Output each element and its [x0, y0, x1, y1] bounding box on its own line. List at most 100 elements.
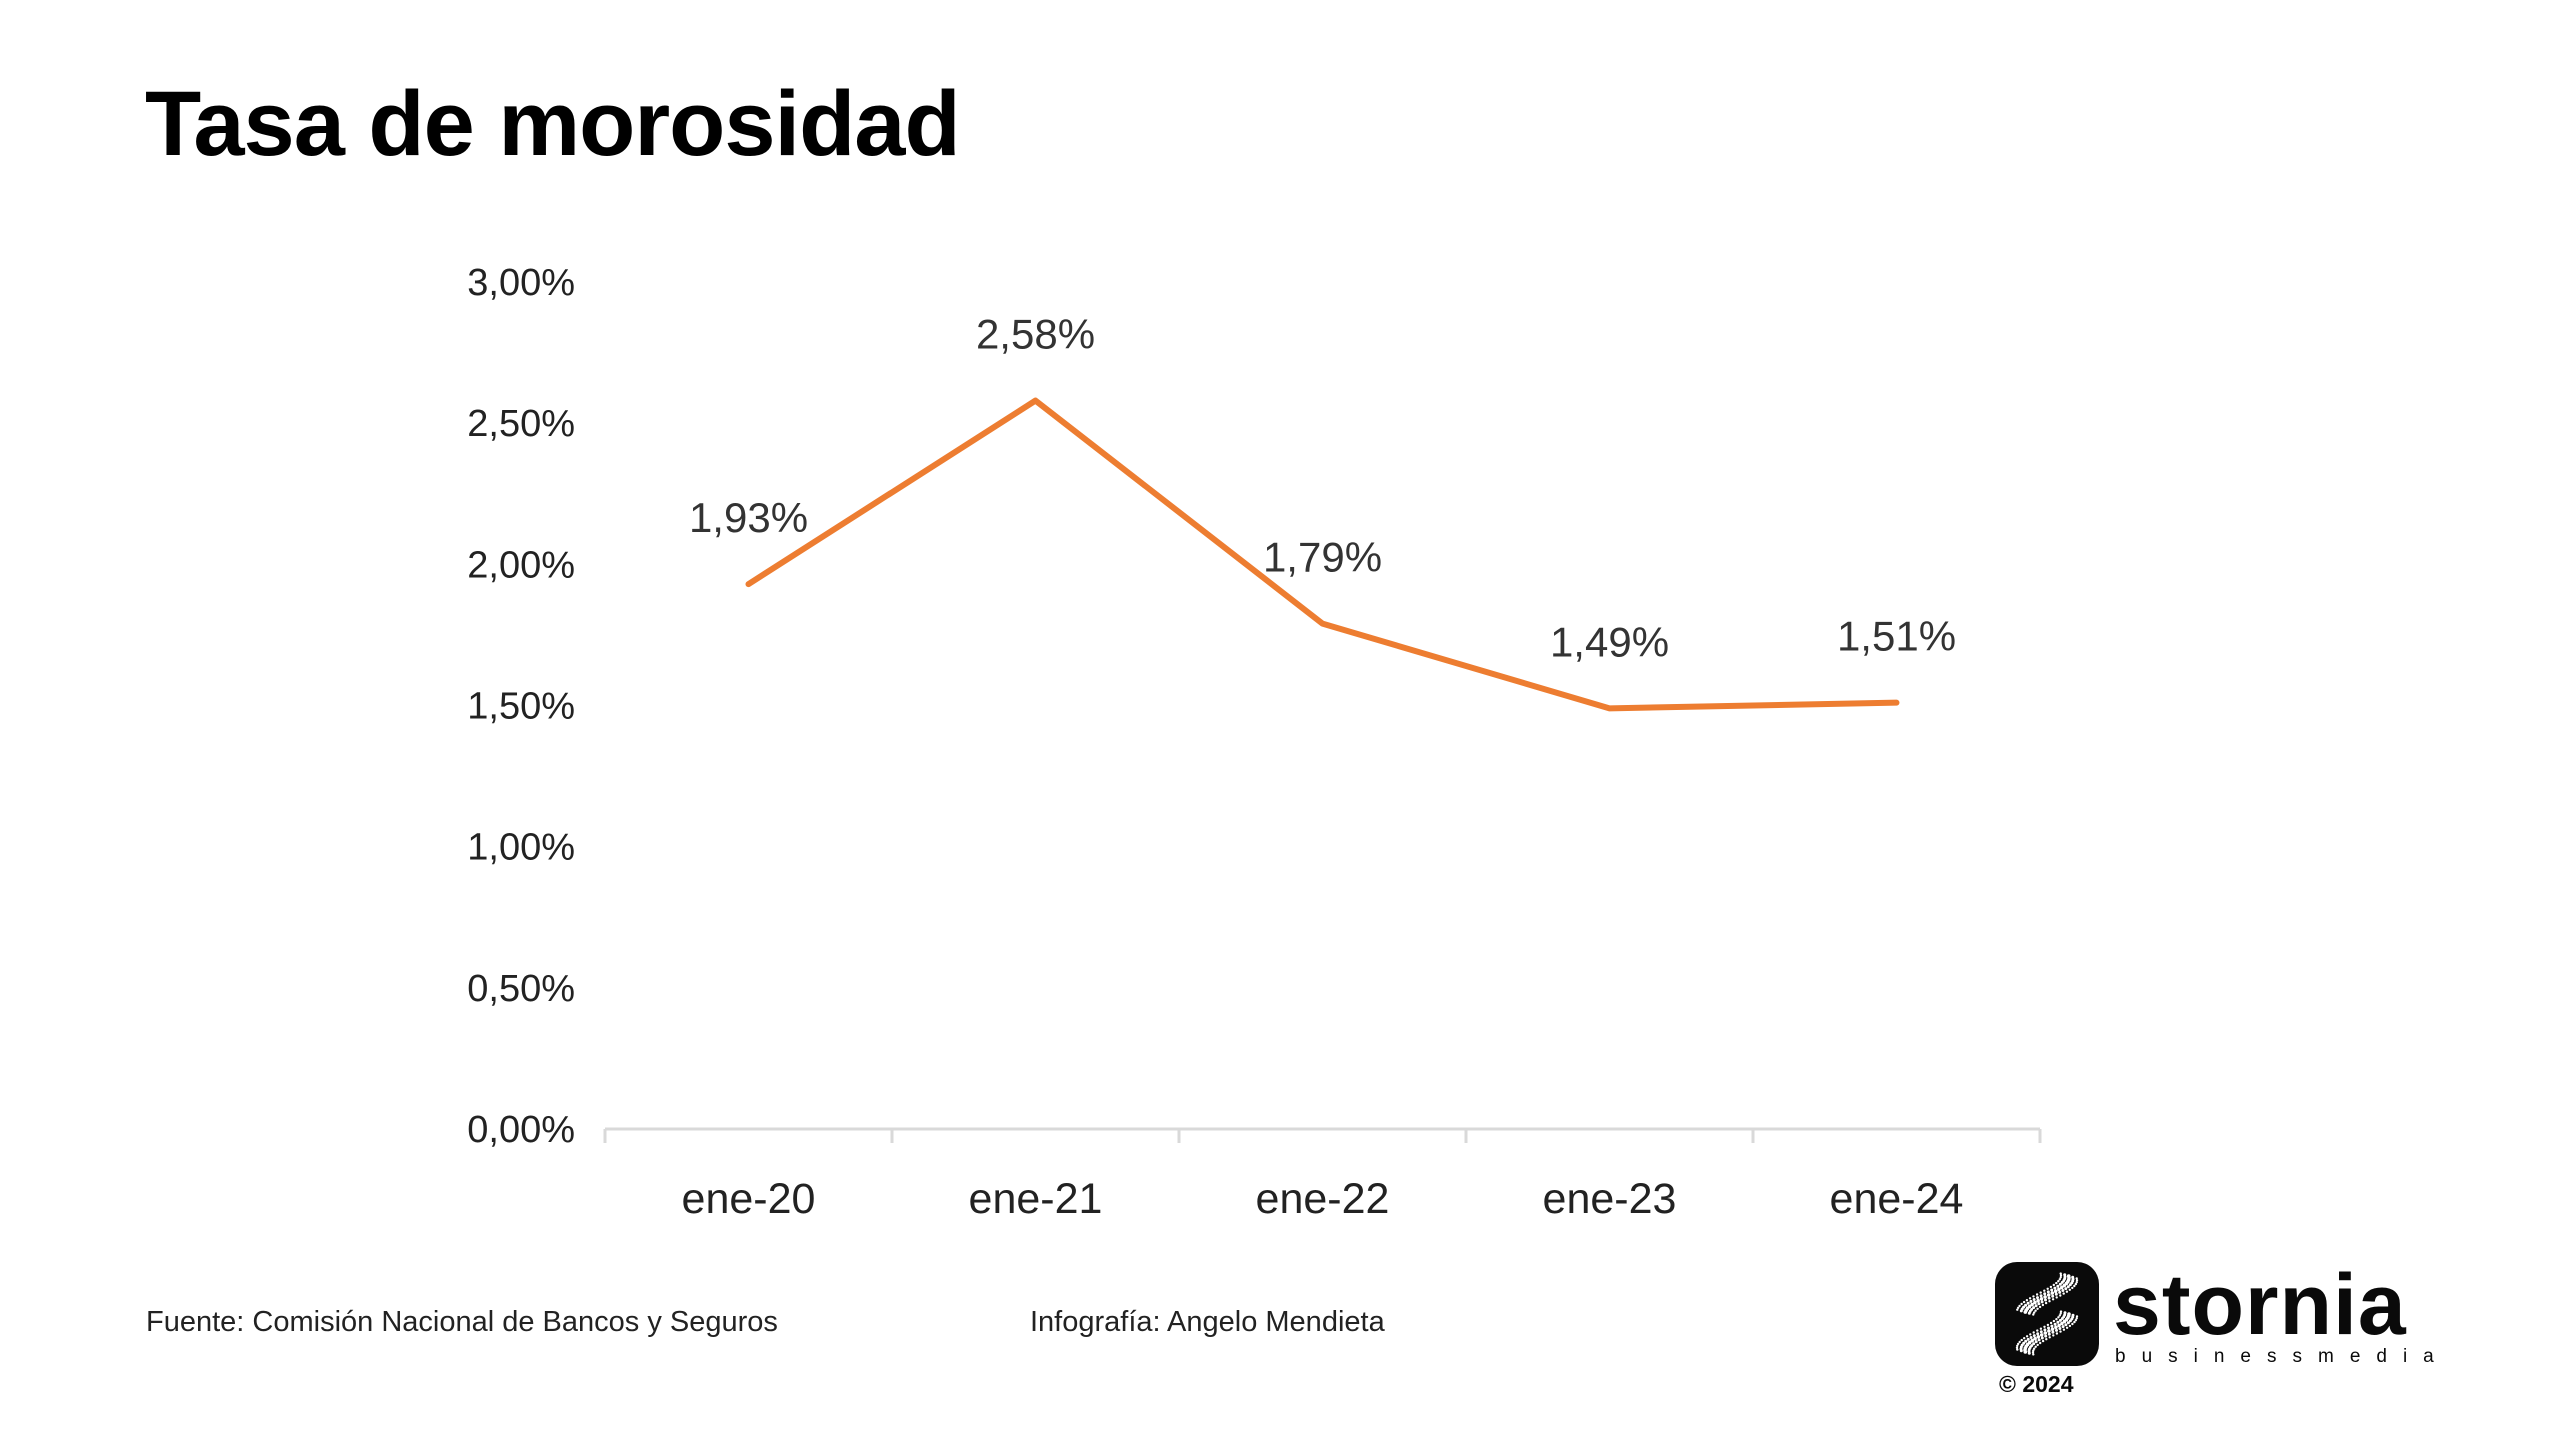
y-tick-label: 0,50% — [467, 968, 575, 1010]
logo-dot — [2039, 1327, 2043, 1330]
logo-dot — [2045, 1338, 2048, 1341]
stornia-s-dot-icon — [1995, 1262, 2099, 1366]
logo-dot — [2016, 1344, 2019, 1347]
logo-dot — [2051, 1294, 2055, 1298]
logo-dot — [2049, 1285, 2053, 1289]
line-chart: 0,00% 0,50% 1,00% 1,50% 2,00% 2,50% 3,00% ene-… — [467, 262, 2042, 1223]
logo-dot — [2034, 1304, 2038, 1308]
logo-dot — [2041, 1339, 2045, 1343]
brand-tagline: business media — [2115, 1347, 2437, 1366]
logo-dot — [2018, 1340, 2021, 1344]
logo-dot — [2046, 1293, 2051, 1297]
logo-dot — [2033, 1336, 2037, 1341]
logo-dot — [2032, 1298, 2036, 1301]
logo-dot — [2057, 1316, 2060, 1319]
logo-dot — [2062, 1319, 2067, 1324]
logo-dot — [2062, 1328, 2066, 1331]
logo-dot — [2060, 1321, 2064, 1326]
logo-dot — [2044, 1301, 2048, 1305]
logo-dot — [2075, 1279, 2079, 1282]
logo-dot — [2046, 1290, 2050, 1294]
logo-dot — [2039, 1294, 2043, 1298]
y-tick-label: 2,00% — [467, 544, 575, 586]
logo-dot — [2057, 1323, 2061, 1328]
logo-dot — [2036, 1343, 2039, 1347]
logo-dot — [2031, 1351, 2035, 1354]
logo-dot — [2025, 1335, 2029, 1338]
logo-dot — [2044, 1298, 2047, 1302]
logo-dot — [2043, 1331, 2048, 1335]
data-labels: 1,93% 2,58% 1,79% 1,49% 1,51% — [689, 311, 1956, 666]
logo-dot — [2023, 1337, 2026, 1340]
logo-dot — [2032, 1331, 2035, 1334]
logo-dot — [2075, 1281, 2078, 1284]
logo-dot — [2030, 1302, 2034, 1307]
logo-dot — [2047, 1296, 2051, 1300]
logo-dot — [2026, 1301, 2030, 1305]
logo-dot — [2068, 1319, 2072, 1323]
logo-dot — [2034, 1309, 2037, 1312]
logo-dot — [2054, 1325, 2058, 1330]
logo-dot — [2016, 1308, 2019, 1311]
logo-dot — [2050, 1288, 2054, 1292]
logo-dot — [2059, 1312, 2062, 1315]
logo-dot — [2058, 1327, 2062, 1330]
logo-dot — [2062, 1292, 2065, 1295]
logo-dot — [2047, 1332, 2051, 1336]
logo-dot — [2056, 1320, 2060, 1324]
logo-dot — [2033, 1311, 2036, 1314]
series-line — [745, 397, 1900, 712]
y-tick-label: 0,00% — [467, 1109, 575, 1151]
data-label: 1,79% — [1263, 534, 1382, 581]
y-tick-label: 3,00% — [467, 262, 575, 304]
logo-dot — [2068, 1288, 2071, 1291]
logo-dot — [2053, 1289, 2058, 1293]
logo-dot — [2066, 1285, 2070, 1289]
logo-dot — [2032, 1306, 2036, 1310]
logo-dot — [2023, 1350, 2028, 1354]
logo-dot — [2051, 1298, 2055, 1301]
logo-dot — [2074, 1319, 2077, 1322]
logo-dot — [2047, 1326, 2050, 1330]
logo-dot — [2060, 1280, 2064, 1284]
logo-dot — [2032, 1334, 2036, 1338]
logo-dot — [2065, 1290, 2069, 1293]
logo-dot — [2060, 1317, 2064, 1320]
y-tick-label: 1,50% — [467, 686, 575, 728]
logo-dot — [2057, 1280, 2060, 1283]
logo-dot — [2055, 1328, 2058, 1332]
logo-dot — [2039, 1341, 2042, 1345]
logo-dot — [2036, 1307, 2039, 1310]
brand-logo: stornia business media © 2024 — [1995, 1262, 2445, 1402]
logo-dot — [2059, 1294, 2062, 1297]
logo-dot — [2075, 1317, 2078, 1320]
x-tick-label: ene-24 — [1830, 1175, 1964, 1223]
logo-dot — [2027, 1351, 2031, 1355]
logo-dot — [2050, 1324, 2054, 1328]
y-tick-label: 1,00% — [467, 827, 575, 869]
x-tick-label: ene-20 — [682, 1175, 816, 1223]
logo-dot — [2053, 1286, 2057, 1290]
logo-dot — [2024, 1339, 2028, 1343]
credit-note: Infografía: Angelo Mendieta — [1030, 1306, 1385, 1338]
logo-dot — [2075, 1315, 2079, 1318]
logo-dot — [2058, 1318, 2062, 1322]
logo-dot — [2074, 1282, 2077, 1286]
data-label: 1,93% — [689, 494, 808, 541]
logo-dot — [2052, 1283, 2055, 1287]
logo-dot — [2055, 1296, 2058, 1299]
x-tick-label: ene-22 — [1256, 1175, 1390, 1223]
logo-dot — [2039, 1297, 2044, 1301]
logo-dot — [2056, 1284, 2060, 1288]
logo-dot — [2029, 1336, 2033, 1339]
x-tick-label: ene-23 — [1543, 1175, 1677, 1223]
logo-dot — [2048, 1300, 2051, 1303]
logo-dot — [2057, 1287, 2061, 1292]
logo-dot — [2026, 1337, 2030, 1341]
logo-dot — [2059, 1272, 2062, 1275]
logo-dot — [2040, 1300, 2044, 1304]
logo-dot — [2043, 1328, 2047, 1332]
logo-dot — [2061, 1325, 2065, 1329]
logo-dot — [2043, 1295, 2047, 1299]
logo-dot — [2016, 1348, 2019, 1351]
